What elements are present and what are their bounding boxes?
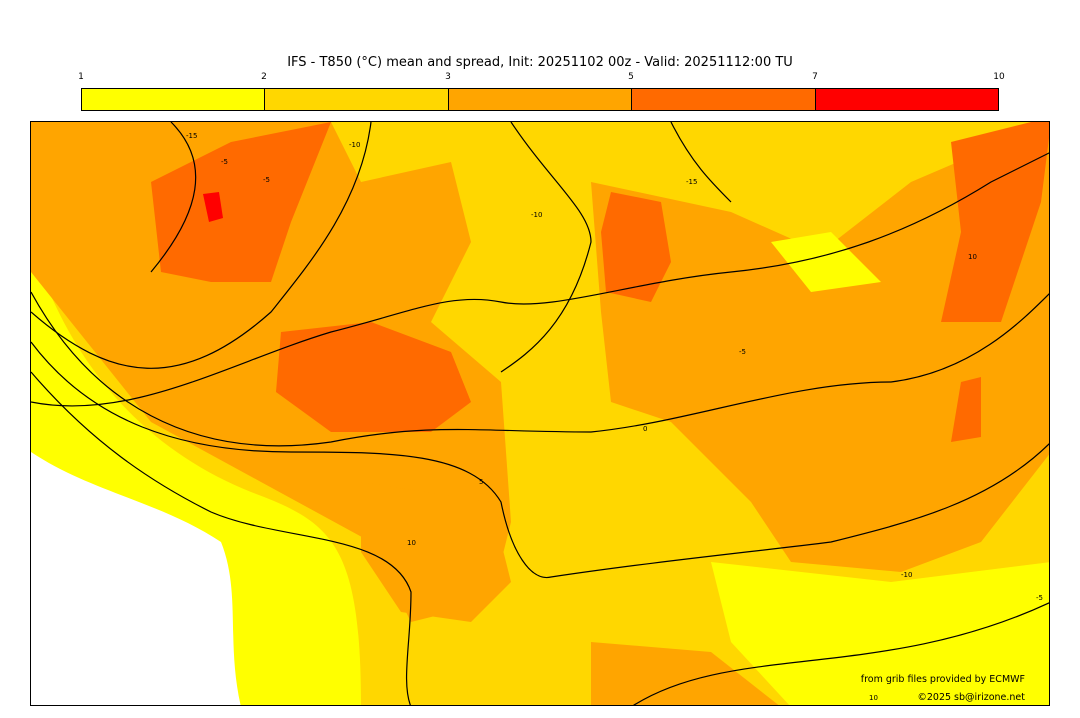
contour-label: -10 — [531, 211, 542, 219]
contour-label: -10 — [901, 571, 912, 579]
contour-label: -5 — [263, 176, 270, 184]
spread-mid-region — [591, 642, 779, 705]
source-credit: from grib files provided by ECMWF — [860, 674, 1025, 685]
colorbar-segment — [82, 89, 266, 110]
spread-high-region — [951, 377, 981, 442]
contour-label: -5 — [221, 158, 228, 166]
spread-mid-region — [361, 482, 511, 622]
contour-label: 10 — [869, 694, 878, 702]
colorbar-segment — [632, 89, 816, 110]
contour-label: 10 — [968, 253, 977, 261]
no-data-region — [31, 452, 241, 705]
contour-label: 0 — [643, 425, 647, 433]
map-svg: -15 -5 -5 -10 -15 -10 -5 0 5 10 10 -10 1… — [31, 122, 1049, 705]
spread-high-region — [601, 192, 671, 302]
colorbar — [81, 88, 999, 111]
colorbar-tick: 10 — [993, 72, 1005, 82]
colorbar-segment — [448, 89, 633, 110]
colorbar-tick: 3 — [445, 72, 451, 82]
contour-label: -5 — [1036, 594, 1043, 602]
colorbar-tick: 1 — [78, 72, 84, 82]
contour-labels: -15 -5 -5 -10 -15 -10 -5 0 5 10 10 -10 1… — [186, 132, 1043, 702]
spread-low-region — [711, 562, 1049, 705]
temperature-contours — [31, 122, 1049, 705]
copyright-credit: ©2025 sb@irizone.net — [917, 692, 1025, 703]
colorbar-segment — [265, 89, 449, 110]
contour-label: 10 — [407, 539, 416, 547]
chart-title: IFS - T850 (°C) mean and spread, Init: 2… — [287, 55, 793, 70]
colorbar-tick: 2 — [261, 72, 267, 82]
spread-max-region — [203, 192, 223, 222]
spread-high-region — [941, 122, 1049, 322]
contour-label: -5 — [739, 348, 746, 356]
spread-high-region — [151, 122, 331, 282]
contour-label: -15 — [686, 178, 697, 186]
spread-high-region — [276, 322, 471, 432]
spread-low-region — [771, 232, 881, 292]
contour-label: -10 — [349, 141, 360, 149]
colorbar-segment — [815, 89, 999, 110]
spread-map: -15 -5 -5 -10 -15 -10 -5 0 5 10 10 -10 1… — [30, 121, 1050, 706]
contour-label: -15 — [186, 132, 197, 140]
contour-label: 5 — [479, 478, 483, 486]
spread-mid-region — [591, 122, 1049, 572]
colorbar-tick: 7 — [812, 72, 818, 82]
colorbar-tick: 5 — [628, 72, 634, 82]
